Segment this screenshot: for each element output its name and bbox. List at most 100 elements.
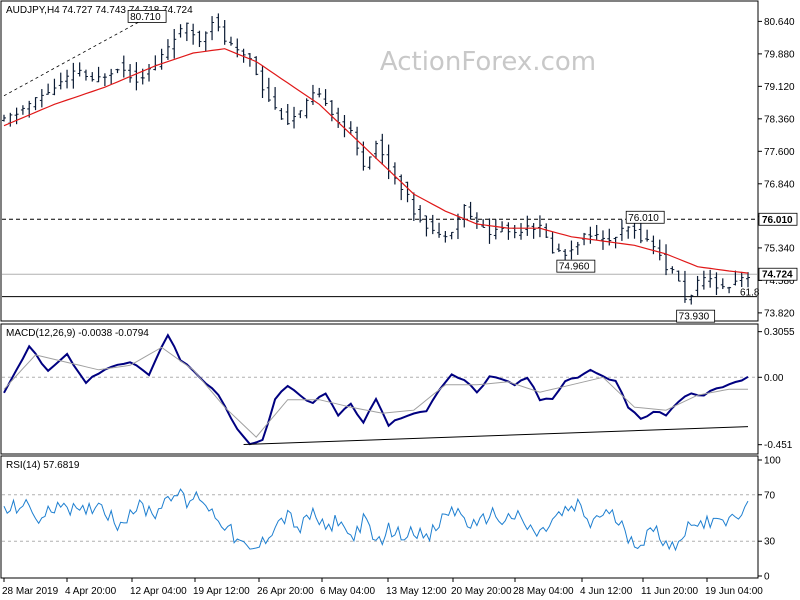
ohlc-bar bbox=[210, 16, 215, 41]
ohlc-bar bbox=[109, 68, 114, 85]
ohlc-bar bbox=[449, 231, 454, 240]
rsi-line bbox=[3, 488, 749, 552]
ohlc-bar bbox=[455, 213, 460, 240]
moving-average-line bbox=[3, 48, 749, 274]
ohlc-bar bbox=[285, 103, 290, 125]
price-y-tick-label: 80.640 bbox=[764, 17, 795, 28]
rsi-plot bbox=[2, 488, 757, 552]
ohlc-bar bbox=[670, 266, 675, 274]
price-header-values: 74.727 74.743 74.718 74.724 bbox=[62, 5, 193, 16]
ohlc-bar bbox=[493, 219, 498, 240]
ohlc-bar bbox=[689, 294, 694, 305]
price-annotations: 80.710 76.010 74.960 73.930 bbox=[127, 9, 716, 323]
x-tick-label: 20 May 20:00 bbox=[451, 586, 512, 597]
rsi-y-tick-label: 70 bbox=[764, 490, 776, 501]
macd-signal-line bbox=[3, 346, 748, 438]
macd-y-tick-label: -0.451 bbox=[764, 440, 793, 451]
ohlc-bar bbox=[380, 133, 385, 165]
ohlc-bar bbox=[58, 72, 63, 90]
price-header-title: AUDJPY,H4 bbox=[6, 5, 60, 16]
x-tick-label: 19 Apr 12:00 bbox=[193, 586, 250, 597]
price-annotation: 73.930 bbox=[676, 309, 716, 323]
ohlc-bar bbox=[632, 222, 637, 239]
price-annotation: 76.010 bbox=[625, 210, 665, 224]
ohlc-bar bbox=[355, 126, 360, 156]
ohlc-bar bbox=[411, 192, 416, 221]
ohlc-bar bbox=[191, 23, 196, 45]
ohlc-bar bbox=[468, 201, 473, 220]
ohlc-bar bbox=[228, 36, 233, 46]
price-ema bbox=[3, 48, 749, 274]
ohlc-bar bbox=[506, 222, 511, 240]
x-tick-label: 13 May 12:00 bbox=[386, 586, 447, 597]
price-annotation-label: 73.930 bbox=[679, 312, 710, 323]
ohlc-bar bbox=[374, 140, 378, 159]
ohlc-bar bbox=[437, 222, 442, 238]
ohlc-bar bbox=[531, 223, 536, 239]
ohlc-bar bbox=[260, 65, 265, 99]
ohlc-bar bbox=[96, 66, 101, 83]
watermark: ActionForex.com bbox=[380, 47, 596, 77]
ohlc-bar bbox=[121, 55, 126, 78]
level-tag bbox=[758, 267, 798, 281]
ohlc-bar bbox=[607, 228, 612, 246]
macd-y-axis: 0.3055 0.00 -0.451 bbox=[758, 327, 795, 451]
macd-plot bbox=[2, 333, 757, 446]
ohlc-bar bbox=[537, 215, 542, 238]
ohlc-bar bbox=[418, 205, 423, 223]
level-tag-label: 76.010 bbox=[762, 215, 793, 226]
ohlc-bar bbox=[682, 270, 687, 303]
ohlc-bar bbox=[619, 219, 624, 241]
ohlc-bar bbox=[462, 204, 467, 228]
price-annotation-label: 76.010 bbox=[628, 213, 659, 224]
ohlc-bar bbox=[645, 229, 650, 242]
ohlc-bar bbox=[430, 214, 435, 235]
ohlc-bar bbox=[727, 286, 732, 294]
ohlc-bar bbox=[292, 106, 297, 129]
ohlc-bar bbox=[676, 270, 681, 282]
ohlc-bar bbox=[197, 30, 202, 48]
price-bars bbox=[2, 13, 750, 305]
x-tick-label: 4 Jun 12:00 bbox=[580, 586, 633, 597]
ohlc-bar bbox=[39, 89, 44, 108]
ohlc-bar bbox=[720, 278, 725, 290]
ohlc-bar bbox=[746, 272, 750, 288]
ohlc-bar bbox=[52, 78, 57, 96]
ohlc-bar bbox=[575, 241, 580, 255]
ohlc-bar bbox=[399, 174, 404, 201]
ohlc-bar bbox=[323, 89, 328, 106]
price-y-tick-label: 74.580 bbox=[764, 276, 795, 287]
ohlc-bar bbox=[254, 56, 259, 76]
ohlc-bar bbox=[550, 231, 555, 254]
price-y-tick-label: 76.840 bbox=[764, 179, 795, 190]
x-tick-label: 4 Apr 20:00 bbox=[65, 586, 117, 597]
ohlc-bar bbox=[657, 239, 662, 261]
x-tick-label: 6 May 04:00 bbox=[320, 586, 375, 597]
x-tick-label: 28 May 04:00 bbox=[513, 586, 574, 597]
rsi-y-axis: 100 70 30 0 bbox=[758, 456, 781, 583]
ohlc-bar bbox=[424, 215, 429, 237]
ohlc-bar bbox=[20, 105, 25, 115]
ohlc-bar bbox=[310, 84, 315, 105]
price-grid: 61.8 bbox=[2, 21, 760, 299]
ohlc-bar bbox=[701, 270, 706, 290]
rsi-panel-frame bbox=[0, 455, 759, 579]
ohlc-bar bbox=[304, 98, 309, 119]
ohlc-bar bbox=[165, 39, 170, 60]
ohlc-bar bbox=[2, 114, 6, 122]
price-y-tick-label: 79.880 bbox=[764, 49, 795, 60]
x-tick-label: 12 Apr 04:00 bbox=[130, 586, 187, 597]
ohlc-bar bbox=[367, 156, 372, 170]
rsi-y-tick-label: 100 bbox=[764, 456, 781, 467]
price-y-tick-label: 73.820 bbox=[764, 308, 795, 319]
ohlc-bar bbox=[83, 69, 88, 81]
price-y-axis: 80.640 79.880 79.120 78.360 77.600 76.840 76.0… bbox=[758, 17, 798, 319]
ohlc-bar bbox=[184, 22, 189, 42]
ohlc-bar bbox=[128, 64, 133, 83]
x-tick-label: 26 Apr 20:00 bbox=[257, 586, 314, 597]
ohlc-bar bbox=[71, 62, 76, 89]
ohlc-bar bbox=[178, 24, 183, 38]
ohlc-bar bbox=[739, 271, 744, 288]
ohlc-bar bbox=[544, 223, 549, 238]
ohlc-bar bbox=[500, 221, 505, 233]
